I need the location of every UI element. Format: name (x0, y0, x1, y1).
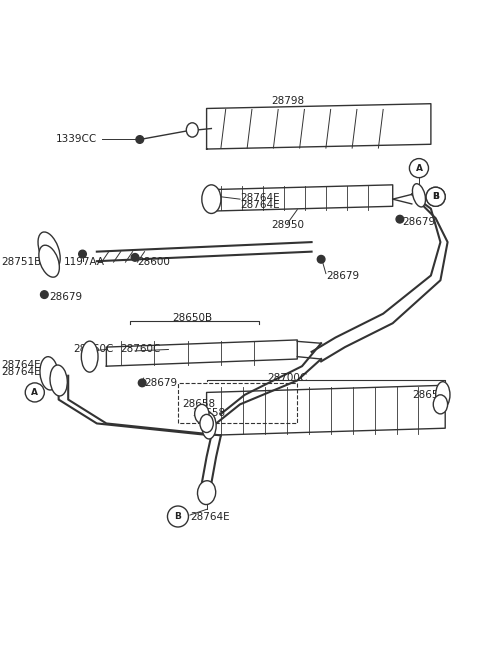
Ellipse shape (433, 395, 447, 414)
Text: 28760C: 28760C (73, 344, 113, 354)
Text: 28764E: 28764E (1, 367, 41, 377)
Circle shape (40, 291, 48, 298)
Text: 28751B: 28751B (1, 257, 42, 267)
Circle shape (396, 215, 404, 223)
Text: B: B (432, 192, 439, 201)
Text: 28679: 28679 (326, 270, 359, 281)
Text: 28658: 28658 (192, 408, 226, 418)
Ellipse shape (186, 123, 198, 137)
Ellipse shape (195, 404, 209, 423)
Ellipse shape (202, 413, 216, 439)
Circle shape (79, 250, 86, 258)
Circle shape (136, 136, 144, 143)
Text: 1197AA: 1197AA (63, 257, 105, 267)
Text: 28658: 28658 (412, 390, 445, 400)
Text: 28600: 28600 (137, 257, 170, 267)
Text: 28650B: 28650B (172, 314, 212, 323)
Ellipse shape (202, 185, 221, 213)
Text: 1339CC: 1339CC (56, 134, 97, 144)
Text: B: B (432, 192, 439, 201)
Text: 28679: 28679 (402, 217, 435, 227)
Ellipse shape (436, 382, 450, 408)
Ellipse shape (81, 341, 98, 372)
Circle shape (426, 187, 445, 206)
Circle shape (426, 187, 445, 206)
Text: 28764E: 28764E (240, 200, 280, 210)
Ellipse shape (39, 245, 60, 277)
Circle shape (409, 159, 429, 178)
Circle shape (317, 255, 325, 263)
Text: 28764E: 28764E (1, 360, 41, 370)
Circle shape (25, 383, 44, 402)
Text: 28658: 28658 (183, 400, 216, 409)
Text: 28760C: 28760C (120, 344, 161, 354)
Text: 28764E: 28764E (240, 193, 280, 203)
Ellipse shape (50, 365, 67, 396)
Circle shape (138, 379, 146, 386)
Text: B: B (175, 512, 181, 521)
Text: 28950: 28950 (271, 220, 304, 230)
Ellipse shape (38, 232, 60, 268)
Circle shape (168, 506, 189, 527)
Text: 28700C: 28700C (267, 373, 308, 383)
Ellipse shape (197, 481, 216, 504)
Text: 28679: 28679 (144, 378, 178, 388)
Text: 28798: 28798 (271, 96, 304, 106)
Ellipse shape (200, 415, 213, 432)
Ellipse shape (40, 357, 58, 390)
Text: 28679: 28679 (49, 292, 82, 302)
Text: A: A (416, 163, 422, 173)
Ellipse shape (412, 184, 425, 207)
Text: 28764E: 28764E (190, 512, 229, 522)
Circle shape (131, 254, 139, 261)
Text: A: A (31, 388, 38, 397)
